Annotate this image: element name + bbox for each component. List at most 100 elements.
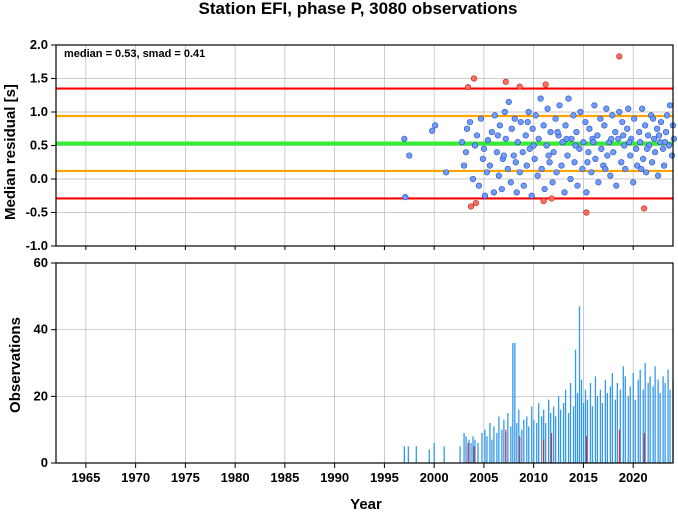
residual-point [511,115,518,122]
residual-point [613,182,620,189]
y-tick-label: -0.5 [26,205,48,220]
residual-point [610,149,617,156]
residual-point [618,159,625,166]
outlier-bar [618,429,620,463]
residual-point [505,98,512,106]
observation-bar [484,429,486,463]
observation-bar [501,429,503,463]
residual-point [512,159,519,166]
residual-point [659,145,667,152]
x-tick-label: 1970 [121,470,150,485]
residual-point [543,142,550,149]
residual-point [642,122,649,129]
residual-point [477,115,485,122]
observation-bar [526,416,528,463]
residual-point [522,132,529,139]
residual-point [553,169,560,176]
observation-bar [512,343,514,463]
y-tick-label: 1.5 [30,71,48,86]
residual-point [584,159,591,166]
chart-title: Station EFI, phase P, 3080 observations [198,0,517,18]
observation-bar [562,403,565,463]
x-tick-label: 1990 [320,470,349,485]
residual-point [580,139,587,146]
residual-point [531,155,538,162]
x-tick-label: 1965 [71,470,100,485]
residual-point [592,155,599,162]
residual-point [571,159,578,166]
residual-point [473,132,481,139]
outlier-point [548,195,555,202]
observation-bar [637,379,639,463]
residual-point [532,112,539,119]
residual-point [631,115,638,122]
observation-bar [528,426,530,463]
observation-bar [521,429,523,463]
x-tick-label: 1985 [270,470,299,485]
y-tick-label: 20 [34,388,48,403]
residual-point [463,125,471,132]
residual-point [586,125,593,132]
observation-bar [574,349,577,463]
residual-point [507,179,514,186]
residual-point [655,132,663,139]
residual-point [528,192,535,199]
residual-point [486,162,493,169]
observation-bar [465,436,467,463]
residual-point [514,139,521,146]
outlier-point [502,78,509,85]
observation-bar [629,386,631,463]
observation-bar [564,389,567,463]
observation-bar [624,376,626,463]
observations-axis-title: Observations [7,317,24,413]
residual-point [649,115,657,122]
residual-point [565,95,572,102]
residual-point [627,152,634,159]
observation-bar [486,436,488,463]
residual-point [619,118,626,126]
residual-point [639,105,646,112]
observation-bar [472,436,474,463]
residual-point [500,152,507,159]
x-tick-label: 1975 [171,470,200,485]
residual-point [538,165,545,173]
observation-bar [516,423,518,463]
residual-point [615,135,622,142]
observation-bar [543,409,545,463]
observation-bar [586,399,589,463]
observation-bar [489,423,491,463]
residual-point [559,139,566,146]
residual-point [582,118,589,126]
year-axis-title: Year [350,496,382,511]
observation-bar [669,389,671,463]
observation-bar [622,366,624,463]
observation-bar [503,419,505,463]
residual-point [670,135,678,142]
residual-point [460,162,468,169]
residual-point [544,105,551,112]
y-tick-label: 0.0 [30,171,48,186]
observation-bar [591,406,594,463]
observation-bar [614,399,616,463]
observation-bar [619,389,621,463]
observation-bar [507,413,509,463]
residual-point [481,192,489,199]
observation-bar [659,393,661,463]
residual-point [657,118,665,126]
outlier-bar [543,439,545,463]
residual-point [516,169,523,176]
observation-bar [576,393,579,463]
residual-point [547,129,554,136]
observation-bar [601,403,604,463]
residual-point [609,112,616,119]
residual-point [636,129,643,136]
residual-point [625,105,632,112]
outlier-point [516,83,523,90]
residual-point [495,172,502,179]
residual-point [561,189,568,196]
residual-point [541,185,548,193]
observation-bar [657,379,659,463]
residual-point [573,129,580,136]
observation-bar [477,443,479,463]
